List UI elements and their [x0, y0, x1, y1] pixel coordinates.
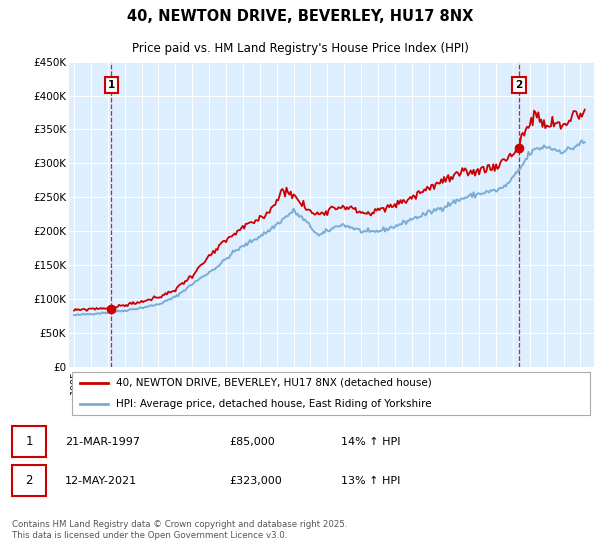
- FancyBboxPatch shape: [12, 465, 46, 496]
- FancyBboxPatch shape: [12, 427, 46, 457]
- Text: Contains HM Land Registry data © Crown copyright and database right 2025.
This d: Contains HM Land Registry data © Crown c…: [12, 520, 347, 540]
- Text: £323,000: £323,000: [229, 475, 282, 486]
- Text: 13% ↑ HPI: 13% ↑ HPI: [341, 475, 401, 486]
- Text: 12-MAY-2021: 12-MAY-2021: [65, 475, 137, 486]
- Text: 2: 2: [515, 80, 523, 90]
- Text: £85,000: £85,000: [229, 437, 275, 447]
- FancyBboxPatch shape: [71, 371, 590, 416]
- Text: 1: 1: [108, 80, 115, 90]
- Text: 40, NEWTON DRIVE, BEVERLEY, HU17 8NX (detached house): 40, NEWTON DRIVE, BEVERLEY, HU17 8NX (de…: [116, 378, 432, 388]
- Text: 1: 1: [25, 435, 32, 448]
- Text: Price paid vs. HM Land Registry's House Price Index (HPI): Price paid vs. HM Land Registry's House …: [131, 42, 469, 55]
- Text: 21-MAR-1997: 21-MAR-1997: [65, 437, 140, 447]
- Text: 40, NEWTON DRIVE, BEVERLEY, HU17 8NX: 40, NEWTON DRIVE, BEVERLEY, HU17 8NX: [127, 10, 473, 24]
- Text: 2: 2: [25, 474, 32, 487]
- Text: HPI: Average price, detached house, East Riding of Yorkshire: HPI: Average price, detached house, East…: [116, 399, 432, 409]
- Text: 14% ↑ HPI: 14% ↑ HPI: [341, 437, 401, 447]
